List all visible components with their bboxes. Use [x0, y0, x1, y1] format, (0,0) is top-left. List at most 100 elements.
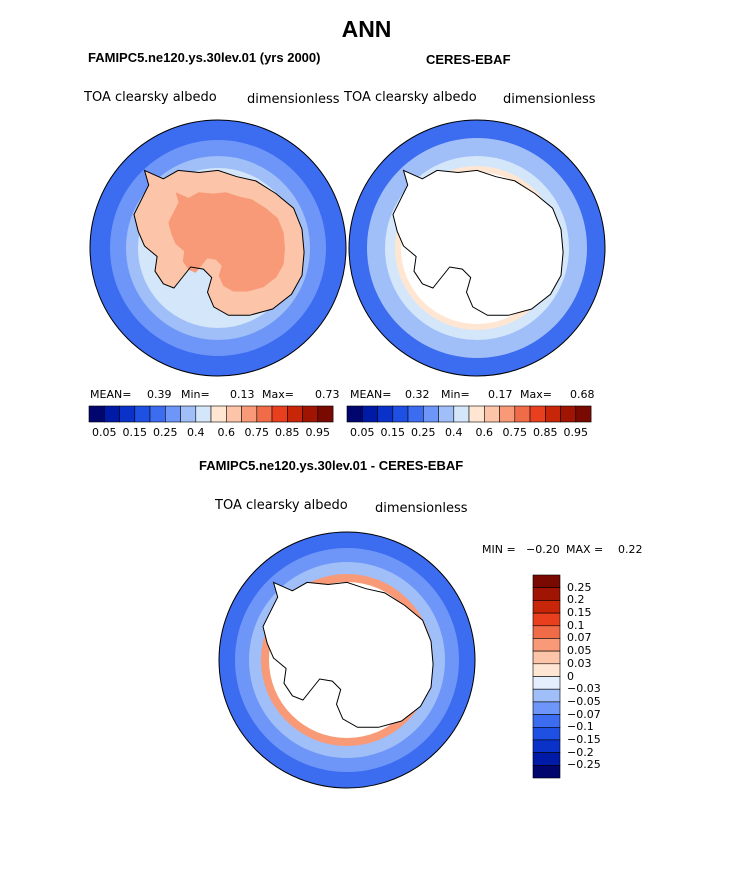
panel3-colorbar-tick-label: −0.15 — [567, 732, 601, 746]
panel1-mean-label: MEAN= — [90, 388, 132, 401]
panel1-colorbar-tick-label: 0.05 — [92, 426, 117, 439]
panel1-colorbar-tick-label: 0.25 — [153, 426, 178, 439]
panel3-colorbar-tick-label: 0.15 — [567, 606, 592, 620]
panel2-mean-value: 0.32 — [405, 388, 430, 401]
panel2-variable: TOA clearsky albedo — [344, 90, 477, 105]
panel2-colorbar-swatch-15 — [575, 405, 592, 423]
panel1-colorbar-swatch-12 — [271, 405, 288, 423]
panel2-colorbar-swatch-8 — [468, 405, 485, 423]
panel2-colorbar-swatch-12 — [529, 405, 546, 423]
panel1-colorbar-swatch-14 — [302, 405, 319, 423]
panel2-colorbar-swatch-4 — [407, 405, 424, 423]
panel1-min-label: Min= — [181, 388, 210, 401]
panel3-variable: TOA clearsky albedo — [215, 498, 348, 513]
panel3-colorbar-tick-label: −0.07 — [567, 707, 601, 721]
panel3-ice-sheet — [263, 582, 434, 728]
panel2-colorbar-tick-label: 0.6 — [475, 426, 494, 439]
panel2-colorbar — [346, 405, 592, 423]
panel1-colorbar-swatch-6 — [180, 405, 197, 423]
panel2-colorbar-swatch-9 — [483, 405, 500, 423]
panel1-colorbar-swatch-4 — [149, 405, 166, 423]
panel2-colorbar-tick-label: 0.75 — [502, 426, 528, 439]
panel3-title: FAMIPC5.ne120.ys.30lev.01 - CERES-EBAF — [199, 458, 464, 473]
panel3-colorbar-swatch-15 — [532, 764, 561, 779]
panel2-field — [349, 120, 605, 376]
panel3-colorbar-tick-label: −0.2 — [567, 745, 594, 759]
panel3-colorbar-swatch-8 — [532, 676, 561, 690]
panel3-colorbar-swatch-6 — [532, 650, 561, 665]
panel1-colorbar-swatch-2 — [119, 405, 136, 423]
panel1-colorbar-swatch-11 — [256, 405, 273, 423]
panel1-colorbar-swatch-8 — [210, 405, 227, 423]
panel2-ice-sheet — [393, 170, 564, 316]
panel3-colorbar-swatch-4 — [532, 625, 561, 639]
panel2-colorbar-swatch-3 — [392, 405, 409, 423]
panel1-min-value: 0.13 — [230, 388, 255, 401]
panel3-min-label: MIN = — [482, 543, 516, 556]
panel2-colorbar-swatch-6 — [438, 405, 455, 423]
panel2-max-value: 0.68 — [570, 388, 595, 401]
panel3-colorbar-swatch-3 — [532, 612, 561, 627]
panel1-colorbar-swatch-3 — [134, 405, 151, 423]
panel2-map — [348, 119, 606, 377]
panel3-field — [219, 532, 475, 788]
panel2-max-label: Max= — [520, 388, 552, 401]
panel3-colorbar-swatch-10 — [532, 701, 561, 715]
panel1-map — [89, 119, 347, 377]
panel3-colorbar-swatch-2 — [532, 600, 561, 614]
panel2-colorbar-swatch-5 — [422, 405, 439, 423]
panel2-colorbar-swatch-10 — [499, 405, 516, 423]
panel2-colorbar-swatch-1 — [361, 405, 378, 423]
panel2-title: CERES-EBAF — [426, 52, 511, 67]
panel1-mean-value: 0.39 — [147, 388, 172, 401]
panel3-colorbar-swatch-12 — [532, 726, 561, 741]
panel1-colorbar-swatch-5 — [165, 405, 181, 423]
panel2-colorbar-tick-label: 0.95 — [563, 426, 589, 439]
panel1-colorbar — [88, 405, 334, 423]
panel2-colorbar-swatch-0 — [346, 405, 363, 423]
panel2-colorbar-tick-label: 0.25 — [411, 426, 436, 439]
panel1-colorbar-swatch-10 — [241, 405, 258, 423]
panel2-colorbar-swatch-2 — [377, 405, 394, 423]
panel1-max-label: Max= — [262, 388, 294, 401]
panel3-colorbar-swatch-14 — [532, 752, 561, 766]
panel3-map-border — [218, 531, 476, 789]
panel1-colorbar-tick-label: 0.4 — [187, 426, 205, 439]
panel2-units: dimensionless — [503, 92, 596, 107]
panel1-units: dimensionless — [247, 92, 340, 107]
panel1-coastline — [133, 169, 305, 316]
panel3-colorbar-swatch-13 — [532, 739, 561, 753]
panel1-colorbar-swatch-0 — [88, 405, 105, 423]
panel3-colorbar-swatch-11 — [532, 714, 561, 728]
panel3-map — [218, 531, 476, 789]
panel3-units: dimensionless — [375, 501, 468, 516]
panel3-colorbar-tick-label: 0 — [567, 669, 574, 683]
panel3-colorbar-swatch-5 — [532, 638, 561, 652]
panel3-colorbar-swatch-0 — [532, 574, 561, 588]
panel2-map-border — [348, 119, 606, 377]
panel3-min-value: −0.20 — [526, 543, 560, 556]
panel3-colorbar-swatch-9 — [532, 688, 561, 703]
panel2-colorbar-swatch-7 — [453, 405, 470, 423]
panel1-field — [90, 120, 346, 376]
panel3-max-value: 0.22 — [618, 543, 643, 556]
panel1-colorbar-tick-label: 0.95 — [305, 426, 331, 439]
panel1-colorbar-tick-label: 0.15 — [122, 426, 148, 439]
panel2-coastline — [392, 169, 564, 316]
panel1-colorbar-swatch-13 — [286, 405, 303, 423]
panel3-colorbar-tick-label: 0.07 — [567, 631, 592, 645]
panel3-colorbar-tick-label: −0.05 — [567, 694, 601, 708]
panel1-map-border — [89, 119, 347, 377]
panel1-ice-interior — [168, 192, 285, 292]
panel3-colorbar-tick-label: 0.25 — [567, 580, 592, 594]
panel1-colorbar-swatch-7 — [195, 405, 212, 423]
panel3-colorbar-tick-label: 0.1 — [567, 618, 585, 632]
panel3-coastline — [262, 581, 434, 728]
panel2-colorbar-swatch-11 — [514, 405, 531, 423]
panel3-max-label: MAX = — [566, 543, 604, 556]
panel2-colorbar-swatch-13 — [544, 405, 561, 423]
panel3-colorbar — [532, 574, 561, 779]
panel3-colorbar-tick-label: 0.03 — [567, 656, 592, 670]
panel2-colorbar-swatch-14 — [560, 405, 577, 423]
